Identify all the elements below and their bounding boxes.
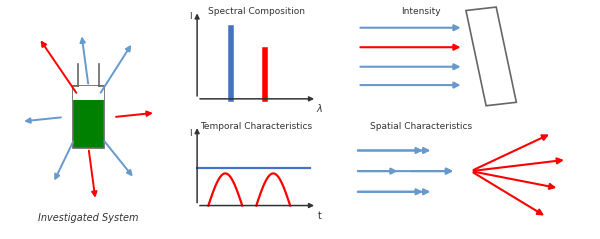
Bar xyxy=(73,86,104,99)
Text: I: I xyxy=(189,12,191,21)
Bar xyxy=(73,86,104,148)
Text: Spatial Characteristics: Spatial Characteristics xyxy=(370,122,472,131)
Text: $\lambda$: $\lambda$ xyxy=(316,102,323,114)
Text: I: I xyxy=(189,129,191,138)
Text: t: t xyxy=(318,211,322,221)
Text: Temporal Characteristics: Temporal Characteristics xyxy=(200,122,313,131)
Text: Investigated System: Investigated System xyxy=(38,213,139,223)
Text: Intensity: Intensity xyxy=(401,7,440,16)
Text: Spectral Composition: Spectral Composition xyxy=(208,7,305,16)
